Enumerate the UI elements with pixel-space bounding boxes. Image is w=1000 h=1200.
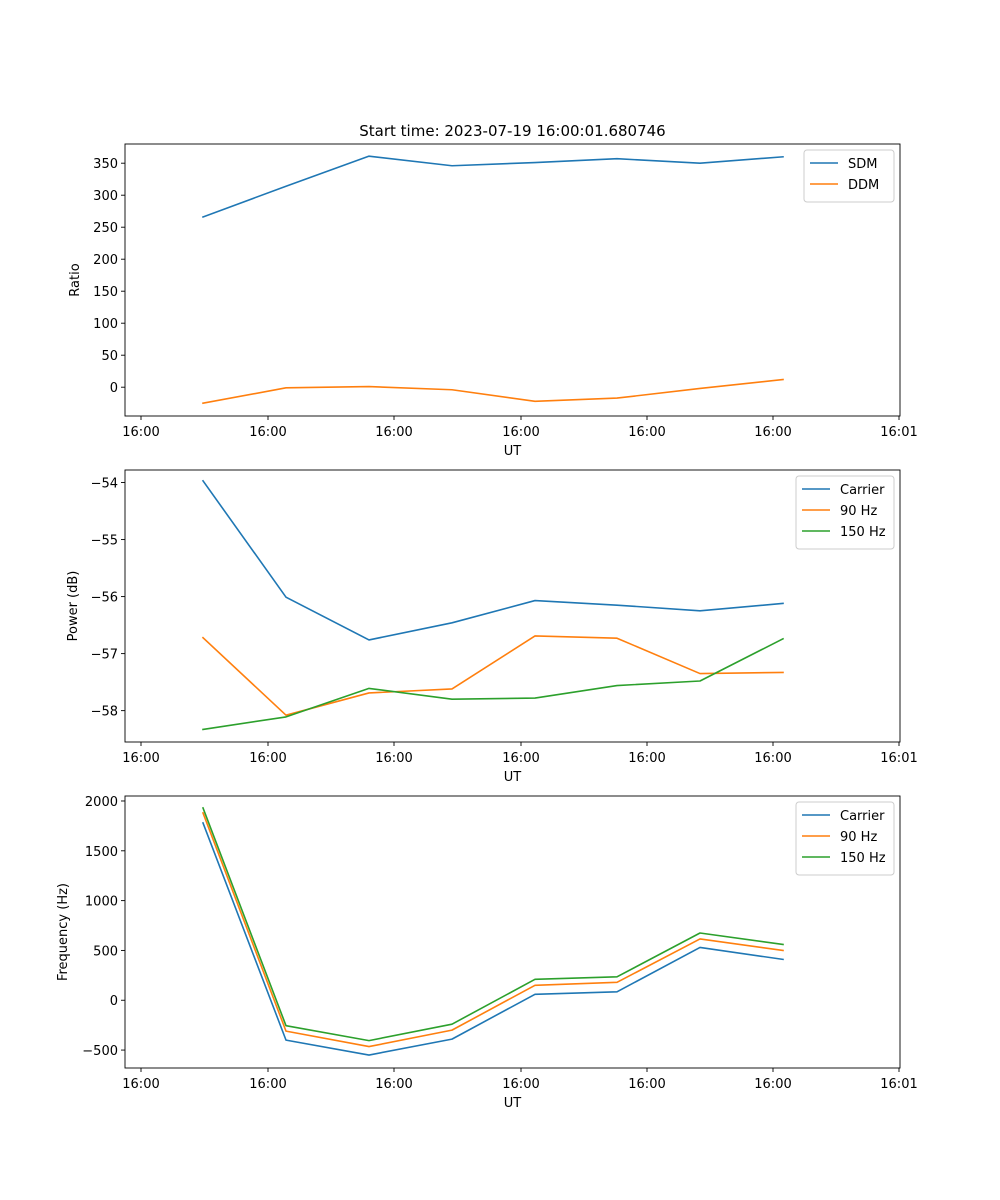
x-tick-label: 16:01 — [880, 425, 917, 440]
chart-panel-1: 16:00 16:00 16:00 16:00 16:00 16:00 16:01 0 50 10… — [68, 143, 918, 459]
x-tick-label: 16:00 — [754, 425, 791, 440]
legend-label-150-hz: 150 Hz — [840, 851, 886, 866]
series-line-150-hz — [201, 806, 784, 1042]
y-tick-label: −55 — [91, 534, 118, 549]
x-tick-label: 16:00 — [628, 751, 665, 766]
legend-label-sdm: SDM — [848, 157, 877, 172]
x-tick-label: 16:00 — [502, 751, 539, 766]
y-tick-label: 300 — [93, 189, 118, 204]
x-axis-label: UT — [504, 444, 522, 459]
y-axis-label: Frequency (Hz) — [56, 883, 71, 981]
series-line-150-hz — [202, 637, 785, 731]
legend-label-carrier: Carrier — [840, 483, 885, 498]
x-tick-label: 16:00 — [375, 425, 412, 440]
axes-frame — [124, 469, 901, 743]
x-tick-label: 16:00 — [122, 751, 159, 766]
series-line-carrier — [201, 479, 784, 641]
x-tick-label: 16:00 — [249, 1077, 286, 1092]
y-tick-label: 0 — [110, 994, 118, 1009]
y-tick-label: 1000 — [85, 895, 118, 910]
y-tick-label: −54 — [91, 477, 118, 492]
series-line-sdm — [201, 155, 784, 218]
y-tick-label: 150 — [93, 285, 118, 300]
legend-label-90-hz: 90 Hz — [840, 504, 877, 519]
y-tick-label: 2000 — [85, 795, 118, 810]
y-tick-label: 1500 — [85, 845, 118, 860]
x-tick-label: 16:00 — [122, 1077, 159, 1092]
y-tick-label: −500 — [82, 1044, 118, 1059]
series-line-carrier — [201, 821, 784, 1056]
x-tick-label: 16:00 — [628, 425, 665, 440]
chart-panel-2: 16:00 16:00 16:00 16:00 16:00 16:00 16:01 −58 −5… — [66, 469, 918, 785]
legend-label-carrier: Carrier — [840, 809, 885, 824]
y-tick-label: 200 — [93, 253, 118, 268]
y-axis-label: Power (dB) — [66, 571, 81, 642]
x-tick-label: 16:00 — [628, 1077, 665, 1092]
y-tick-label: 250 — [93, 221, 118, 236]
axes-frame — [124, 143, 901, 417]
series-line-90-hz — [201, 811, 784, 1048]
x-tick-label: 16:00 — [249, 751, 286, 766]
x-axis-label: UT — [504, 1096, 522, 1111]
x-tick-label: 16:01 — [880, 751, 917, 766]
y-tick-label: 100 — [93, 317, 118, 332]
y-tick-label: −58 — [91, 705, 118, 720]
x-axis-label: UT — [504, 770, 522, 785]
x-tick-label: 16:00 — [249, 425, 286, 440]
legend-label-ddm: DDM — [848, 178, 879, 193]
y-tick-label: −57 — [91, 648, 118, 663]
x-tick-label: 16:00 — [375, 1077, 412, 1092]
x-tick-label: 16:00 — [375, 751, 412, 766]
axes-frame — [124, 795, 901, 1069]
y-tick-label: 50 — [101, 349, 118, 364]
legend-label-150-hz: 150 Hz — [840, 525, 886, 540]
x-tick-label: 16:01 — [880, 1077, 917, 1092]
y-tick-label: 0 — [110, 381, 118, 396]
y-axis-label: Ratio — [68, 263, 83, 296]
x-tick-label: 16:00 — [122, 425, 159, 440]
legend-label-90-hz: 90 Hz — [840, 830, 877, 845]
x-tick-label: 16:00 — [754, 751, 791, 766]
x-tick-label: 16:00 — [754, 1077, 791, 1092]
y-tick-label: −56 — [91, 591, 118, 606]
figure-title: Start time: 2023-07-19 16:00:01.680746 — [359, 122, 665, 140]
x-tick-label: 16:00 — [502, 425, 539, 440]
x-tick-label: 16:00 — [502, 1077, 539, 1092]
series-line-ddm — [202, 378, 784, 405]
chart-panel-3: 16:00 16:00 16:00 16:00 16:00 16:00 16:01 −500 0… — [56, 795, 918, 1111]
y-tick-label: 350 — [93, 157, 118, 172]
y-tick-label: 500 — [93, 944, 118, 959]
